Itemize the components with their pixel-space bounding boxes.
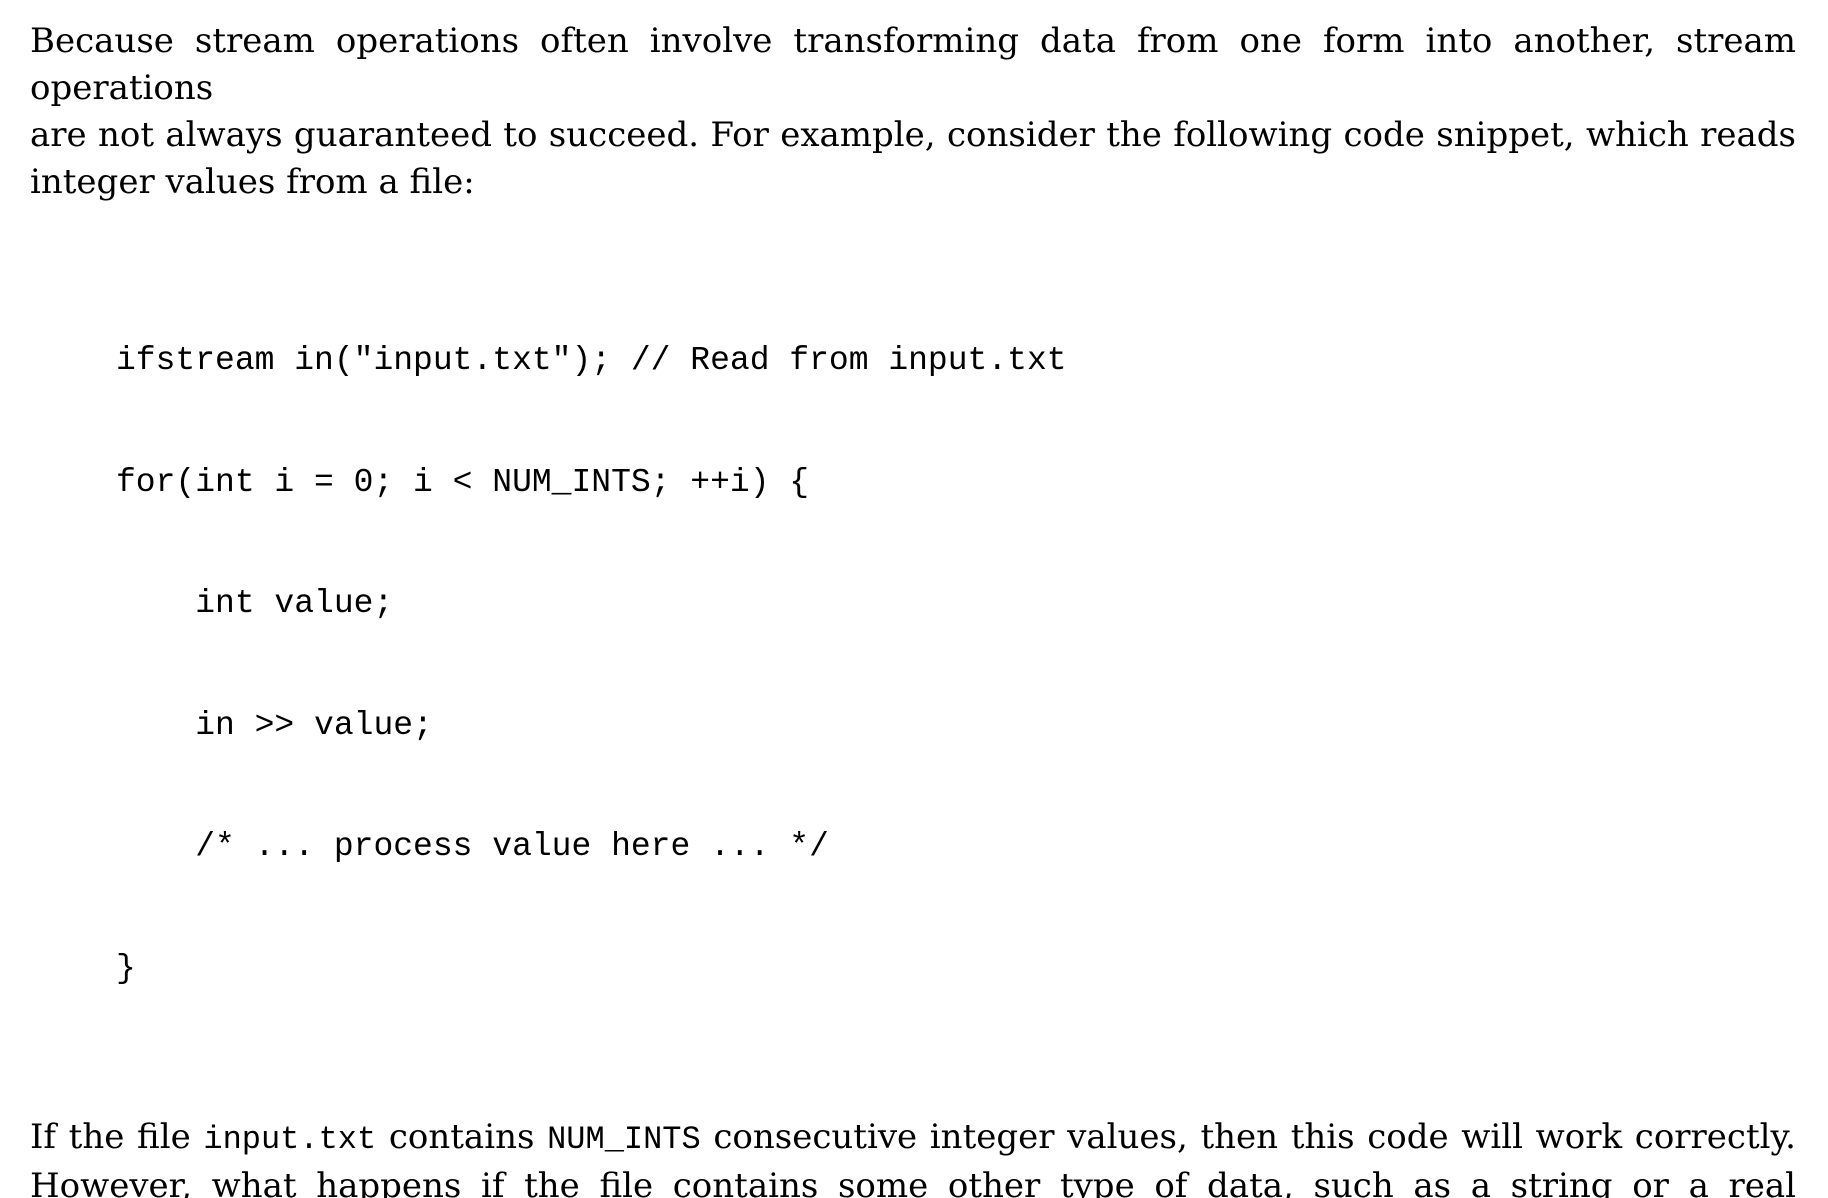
code-line: ifstream in("input.txt"); // Read from i… <box>116 342 1067 379</box>
intro-paragraph: Because stream operations often involve … <box>30 18 1796 206</box>
code-line: in >> value; <box>116 706 433 744</box>
outro-text: consecutive integer values, then this co… <box>700 1117 1796 1157</box>
code-line: /* ... process value here ... */ <box>116 828 829 865</box>
code-snippet: ifstream in("input.txt"); // Read from i… <box>116 260 1796 1070</box>
code-line: int value; <box>116 585 394 622</box>
outro-line: However, what happens if the file contai… <box>30 1166 1796 1198</box>
inline-code-filename: input.txt <box>203 1121 377 1158</box>
outro-text: contains <box>376 1117 548 1157</box>
inline-code-constant: NUM_INTS <box>547 1121 701 1158</box>
code-line: for(int i = 0; i < NUM_INTS; ++i) { <box>116 463 810 501</box>
outro-text: If the file <box>30 1117 204 1157</box>
outro-line: If the file input.txt contains NUM_INTS … <box>30 1114 1796 1163</box>
intro-line: Because stream operations often involve … <box>30 21 1796 108</box>
intro-line: are not always guaranteed to succeed. Fo… <box>30 115 1796 155</box>
code-line: } <box>116 949 136 987</box>
document-page: Because stream operations often involve … <box>30 18 1796 1198</box>
intro-line: integer values from a file: <box>30 162 475 202</box>
outro-paragraph: If the file input.txt contains NUM_INTS … <box>30 1114 1796 1198</box>
